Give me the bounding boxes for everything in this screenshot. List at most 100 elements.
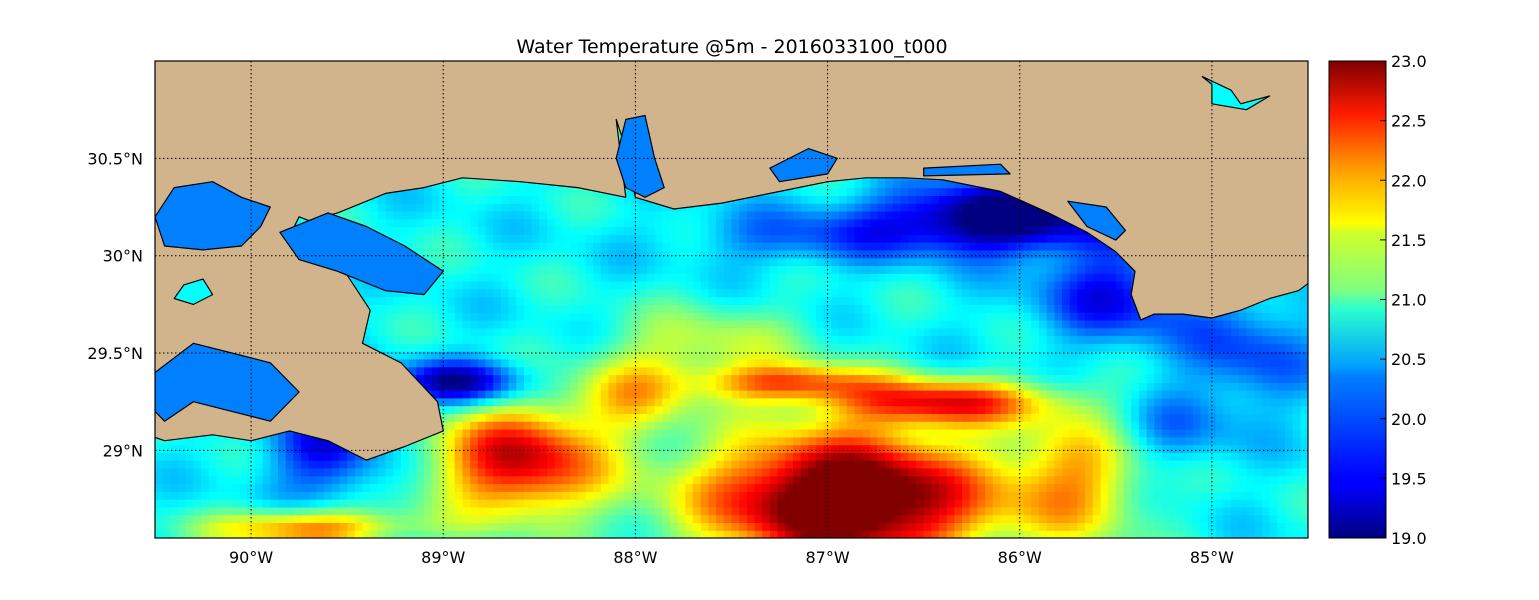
temperature-cell [500, 499, 510, 508]
temperature-cell [224, 460, 233, 469]
temperature-cell [331, 452, 341, 461]
temperature-cell [193, 530, 202, 538]
temperature-cell [1062, 514, 1071, 523]
temperature-cell [816, 312, 825, 321]
temperature-cell [831, 444, 840, 453]
temperature-cell [493, 483, 502, 492]
temperature-cell [846, 483, 856, 492]
temperature-cell [616, 499, 625, 508]
temperature-cell [493, 374, 502, 383]
temperature-cell [600, 327, 610, 337]
temperature-cell [746, 304, 756, 313]
temperature-cell [846, 288, 856, 298]
temperature-cell [1300, 522, 1308, 531]
temperature-cell [593, 413, 602, 422]
temperature-cell [1008, 467, 1017, 477]
temperature-cell [839, 436, 848, 446]
temperature-cell [1284, 366, 1294, 376]
temperature-cell [1008, 335, 1017, 344]
temperature-cell [685, 405, 694, 414]
temperature-cell [992, 319, 1002, 329]
temperature-cell [570, 421, 579, 430]
temperature-cell [939, 506, 948, 516]
temperature-cell [1185, 358, 1194, 368]
temperature-cell [954, 413, 963, 422]
temperature-cell [746, 444, 756, 453]
temperature-cell [846, 514, 856, 523]
temperature-cell [500, 475, 510, 485]
temperature-cell [516, 530, 525, 538]
temperature-cell [600, 382, 610, 391]
temperature-cell [339, 475, 348, 485]
temperature-cell [793, 366, 802, 376]
temperature-cell [416, 358, 425, 368]
temperature-cell [908, 390, 917, 399]
temperature-cell [1292, 319, 1301, 329]
temperature-cell [570, 452, 579, 461]
temperature-cell [1000, 351, 1009, 360]
temperature-cell [992, 397, 1002, 407]
temperature-cell [477, 366, 487, 376]
temperature-cell [270, 530, 279, 538]
temperature-cell [247, 460, 256, 469]
temperature-cell [846, 296, 856, 305]
temperature-cell [846, 436, 856, 446]
temperature-cell [1039, 421, 1048, 430]
temperature-cell [731, 327, 740, 337]
temperature-cell [716, 483, 725, 492]
temperature-cell [531, 506, 540, 516]
temperature-cell [239, 436, 248, 446]
temperature-cell [1162, 475, 1171, 485]
temperature-cell [716, 288, 725, 298]
temperature-cell [477, 351, 487, 360]
temperature-cell [462, 530, 471, 538]
temperature-cell [155, 436, 164, 446]
temperature-cell [447, 421, 456, 430]
temperature-cell [908, 436, 917, 446]
temperature-cell [600, 374, 610, 383]
temperature-cell [408, 483, 417, 492]
temperature-cell [931, 335, 940, 344]
temperature-cell [1215, 358, 1225, 368]
temperature-cell [562, 312, 571, 321]
temperature-cell [739, 413, 748, 422]
temperature-cell [531, 413, 540, 422]
temperature-cell [477, 405, 487, 414]
temperature-cell [1023, 335, 1032, 344]
temperature-cell [1154, 491, 1163, 500]
temperature-cell [447, 514, 456, 523]
temperature-cell [885, 304, 894, 313]
temperature-cell [900, 514, 909, 523]
temperature-cell [800, 319, 809, 329]
temperature-cell [493, 312, 502, 321]
temperature-cell [923, 390, 932, 399]
temperature-cell [677, 327, 686, 337]
temperature-cell [716, 390, 725, 399]
temperature-cell [1154, 413, 1163, 422]
temperature-cell [608, 366, 617, 376]
temperature-cell [1062, 351, 1071, 360]
temperature-cell [723, 343, 733, 352]
temperature-cell [1039, 475, 1048, 485]
temperature-cell [616, 491, 625, 500]
temperature-cell [370, 514, 379, 523]
temperature-cell [1192, 530, 1201, 538]
temperature-cell [485, 343, 494, 352]
temperature-cell [1031, 382, 1040, 391]
temperature-cell [608, 499, 617, 508]
temperature-cell [1046, 467, 1055, 477]
temperature-cell [900, 343, 909, 352]
temperature-cell [377, 460, 387, 469]
temperature-cell [1138, 499, 1148, 508]
temperature-cell [1154, 366, 1163, 376]
temperature-cell [1123, 483, 1132, 492]
temperature-cell [816, 304, 825, 313]
temperature-cell [623, 366, 633, 376]
temperature-cell [477, 319, 487, 329]
temperature-cell [262, 514, 271, 523]
temperature-cell [1200, 405, 1209, 414]
temperature-cell [385, 483, 394, 492]
temperature-cell [1192, 460, 1201, 469]
temperature-cell [508, 366, 517, 376]
temperature-cell [908, 374, 917, 383]
